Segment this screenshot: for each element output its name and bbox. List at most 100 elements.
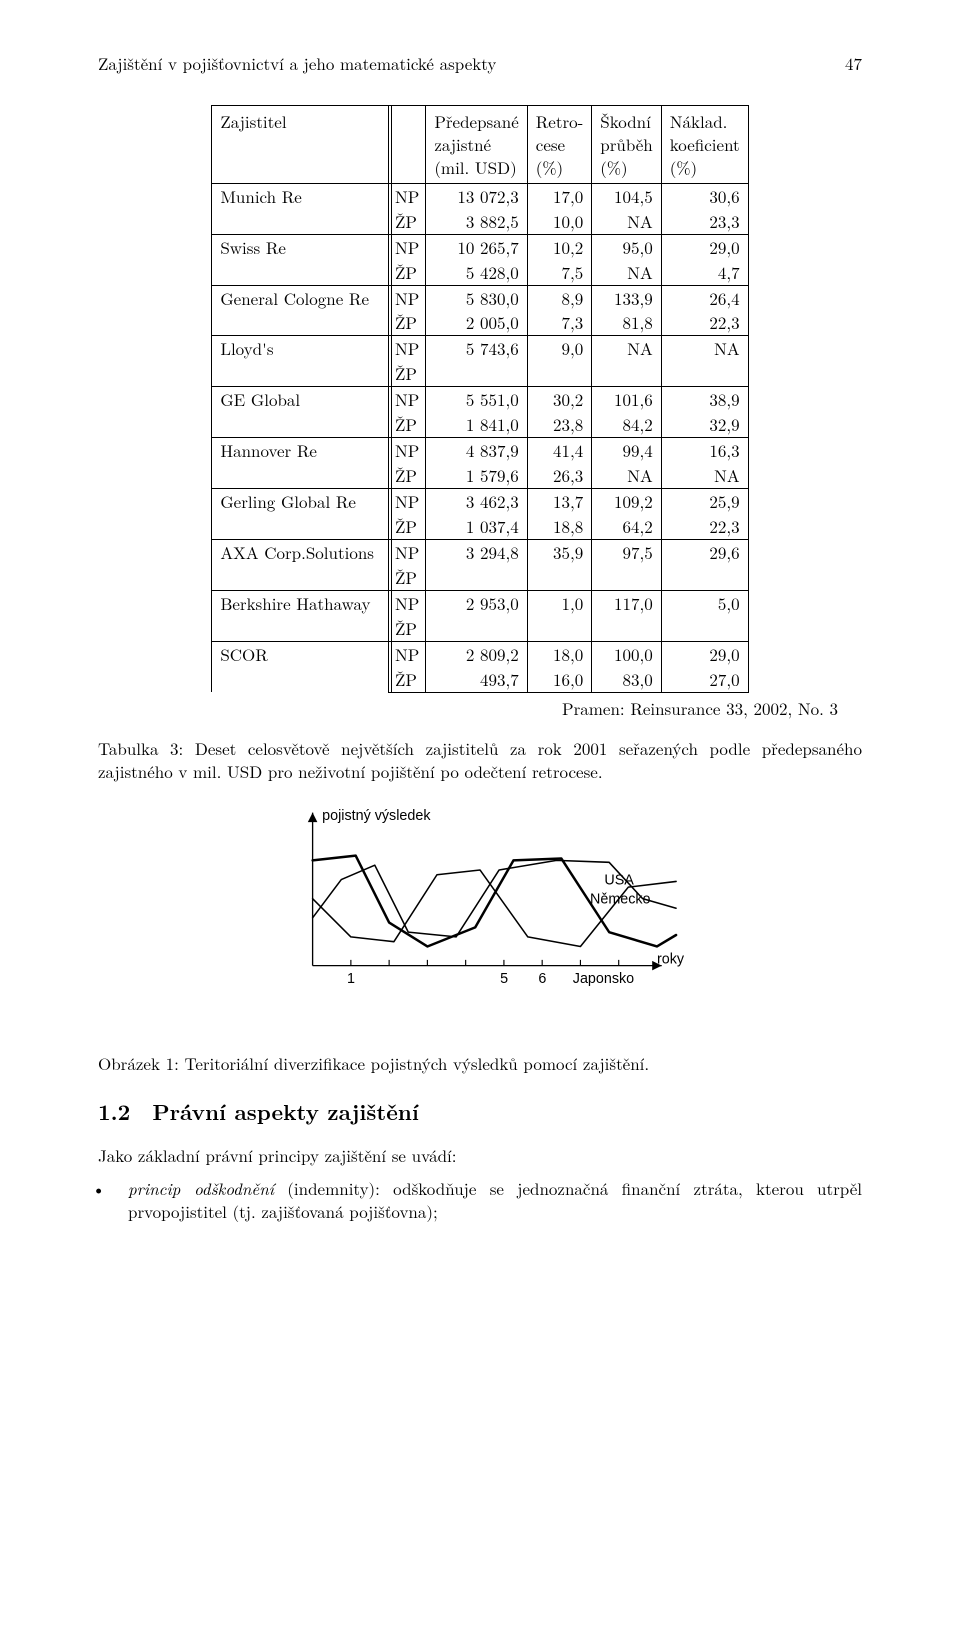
svg-text:pojistný výsledek: pojistný výsledek (322, 809, 431, 825)
cell: 1 037,4 (426, 514, 527, 539)
row-tag-np: NP (388, 336, 425, 361)
reinsurer-name: General Cologne Re (212, 285, 389, 336)
cell: 99,4 (592, 438, 662, 463)
section-number: 1.2 (98, 1097, 130, 1127)
cell (661, 616, 748, 641)
cell (592, 565, 662, 590)
col-naklad: Náklad. koeficient (%) (661, 105, 748, 183)
cell: 3 882,5 (426, 209, 527, 234)
cell: 41,4 (527, 438, 592, 463)
cell: 95,0 (592, 234, 662, 259)
row-tag-np: NP (388, 641, 425, 666)
figure-svg: 156pojistný výsledekrokyJaponskoUSANěmec… (260, 803, 700, 1023)
cell: 101,6 (592, 387, 662, 412)
reinsurer-name: AXA Corp.Solutions (212, 539, 389, 590)
cell (426, 361, 527, 386)
row-tag-np: NP (388, 234, 425, 259)
cell: NA (592, 463, 662, 488)
section-heading: 1.2Právní aspekty zajištění (98, 1097, 862, 1127)
cell: 10,2 (527, 234, 592, 259)
cell: 133,9 (592, 285, 662, 310)
row-tag-zp: ŽP (388, 412, 425, 437)
cell: 2 005,0 (426, 310, 527, 335)
row-tag-zp: ŽP (388, 361, 425, 386)
row-tag-zp: ŽP (388, 616, 425, 641)
header-page-number: 47 (845, 52, 862, 75)
cell: 4 837,9 (426, 438, 527, 463)
cell: NA (592, 260, 662, 285)
cell: 104,5 (592, 183, 662, 208)
reinsurer-name: Hannover Re (212, 438, 389, 489)
table-source: Pramen: Reinsurance 33, 2002, No. 3 (98, 697, 838, 720)
bullet-italic: princip odškodnění (128, 1176, 274, 1200)
row-tag-zp: ŽP (388, 565, 425, 590)
cell: 5 428,0 (426, 260, 527, 285)
cell: 7,3 (527, 310, 592, 335)
reinsurers-table: Zajistitel Předepsané zajistné (mil. USD… (211, 105, 748, 693)
cell: 493,7 (426, 667, 527, 692)
svg-text:Japonsko: Japonsko (573, 971, 634, 987)
reinsurer-name: GE Global (212, 387, 389, 438)
cell: 22,3 (661, 310, 748, 335)
bullet-icon: • (110, 1177, 128, 1200)
cell: 9,0 (527, 336, 592, 361)
reinsurer-name: SCOR (212, 641, 389, 692)
cell: 30,2 (527, 387, 592, 412)
reinsurer-name: Gerling Global Re (212, 489, 389, 540)
cell (527, 361, 592, 386)
reinsurer-name: Munich Re (212, 183, 389, 234)
cell: 1 841,0 (426, 412, 527, 437)
col-predepsane: Předepsané zajistné (mil. USD) (426, 105, 527, 183)
cell: 8,9 (527, 285, 592, 310)
cell: 2 953,0 (426, 590, 527, 615)
cell (661, 361, 748, 386)
cell: NA (592, 336, 662, 361)
svg-text:5: 5 (500, 971, 508, 987)
row-tag-np: NP (388, 539, 425, 564)
cell: 13,7 (527, 489, 592, 514)
cell: 26,3 (527, 463, 592, 488)
cell: 4,7 (661, 260, 748, 285)
row-tag-np: NP (388, 590, 425, 615)
cell (592, 616, 662, 641)
cell: 29,0 (661, 234, 748, 259)
col-retrocese: Retro- cese (%) (527, 105, 592, 183)
row-tag-np: NP (388, 489, 425, 514)
cell (527, 616, 592, 641)
reinsurer-name: Berkshire Hathaway (212, 590, 389, 641)
row-tag-zp: ŽP (388, 209, 425, 234)
cell: 83,0 (592, 667, 662, 692)
cell: 23,3 (661, 209, 748, 234)
col-tag (388, 105, 425, 183)
cell (527, 565, 592, 590)
cell (426, 616, 527, 641)
cell: 18,0 (527, 641, 592, 666)
cell: NA (661, 463, 748, 488)
cell: 32,9 (661, 412, 748, 437)
cell: 27,0 (661, 667, 748, 692)
cell: 13 072,3 (426, 183, 527, 208)
cell: 100,0 (592, 641, 662, 666)
cell (661, 565, 748, 590)
reinsurer-name: Swiss Re (212, 234, 389, 285)
figure-caption: Obrázek 1: Teritoriální diverzifikace po… (98, 1052, 862, 1075)
svg-text:1: 1 (347, 971, 355, 987)
row-tag-np: NP (388, 285, 425, 310)
cell (426, 565, 527, 590)
svg-text:USA: USA (604, 873, 634, 889)
row-tag-np: NP (388, 387, 425, 412)
cell: 10,0 (527, 209, 592, 234)
row-tag-zp: ŽP (388, 260, 425, 285)
cell: 5 551,0 (426, 387, 527, 412)
figure-1: 156pojistný výsledekrokyJaponskoUSANěmec… (260, 803, 700, 1028)
cell: 35,9 (527, 539, 592, 564)
row-tag-zp: ŽP (388, 667, 425, 692)
cell: 5 743,6 (426, 336, 527, 361)
cell: 26,4 (661, 285, 748, 310)
cell: 2 809,2 (426, 641, 527, 666)
col-zajistitel: Zajistitel (212, 105, 389, 183)
svg-text:roky: roky (657, 952, 685, 968)
col-skodni: Škodní průběh (%) (592, 105, 662, 183)
cell: 16,3 (661, 438, 748, 463)
running-header: Zajištění v pojišťovnictví a jeho matema… (98, 52, 862, 75)
